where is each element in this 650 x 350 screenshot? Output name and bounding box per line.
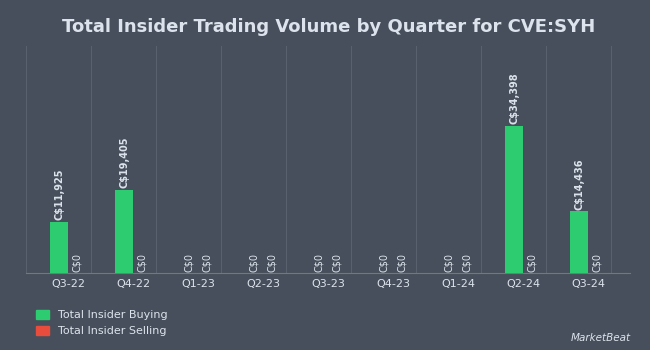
Text: C$14,436: C$14,436 <box>574 158 584 210</box>
Text: C$19,405: C$19,405 <box>119 137 129 188</box>
Text: C$0: C$0 <box>397 253 408 272</box>
Bar <box>505 126 523 273</box>
Text: C$34,398: C$34,398 <box>509 73 519 125</box>
Text: C$0: C$0 <box>444 253 454 272</box>
Text: C$0: C$0 <box>267 253 278 272</box>
Bar <box>570 211 588 273</box>
Legend: Total Insider Buying, Total Insider Selling: Total Insider Buying, Total Insider Sell… <box>32 306 172 341</box>
Text: C$0: C$0 <box>527 253 538 272</box>
Text: C$0: C$0 <box>314 253 324 272</box>
Text: C$0: C$0 <box>249 253 259 272</box>
Text: C$11,925: C$11,925 <box>54 169 64 220</box>
Text: C$0: C$0 <box>592 253 603 272</box>
Text: C$0: C$0 <box>72 253 83 272</box>
Text: C$0: C$0 <box>332 253 343 272</box>
Text: MarketBeat: MarketBeat <box>571 333 630 343</box>
Text: C$0: C$0 <box>202 253 213 272</box>
Text: C$0: C$0 <box>184 253 194 272</box>
Text: C$0: C$0 <box>462 253 473 272</box>
Title: Total Insider Trading Volume by Quarter for CVE:SYH: Total Insider Trading Volume by Quarter … <box>62 18 595 36</box>
Bar <box>50 222 68 273</box>
Text: C$0: C$0 <box>379 253 389 272</box>
Text: C$0: C$0 <box>137 253 148 272</box>
Bar <box>115 190 133 273</box>
